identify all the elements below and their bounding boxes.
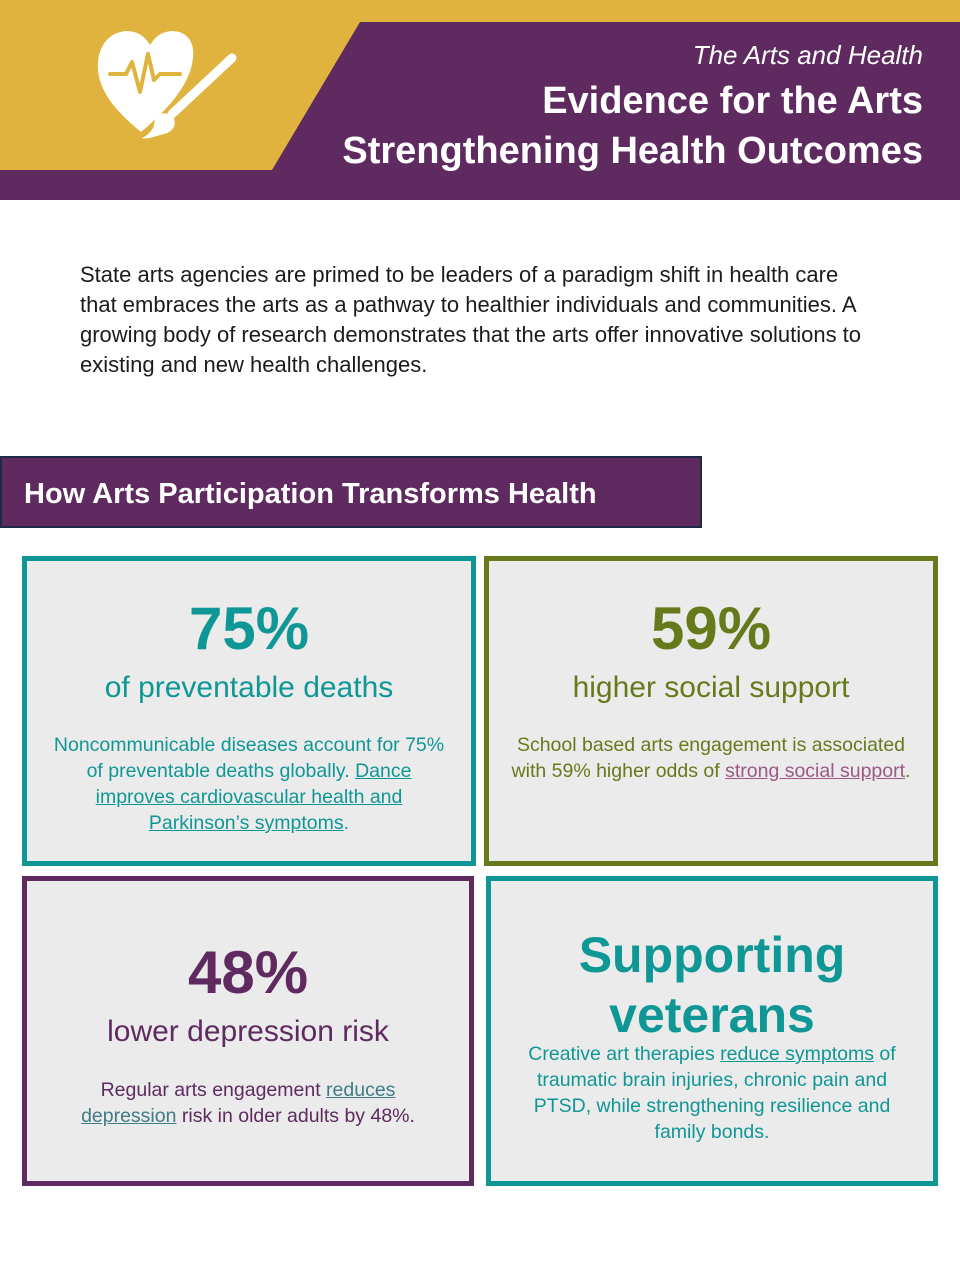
section-heading: How Arts Participation Transforms Health — [24, 478, 597, 510]
stat-card-veterans: Supporting veterans Creative art therapi… — [486, 876, 938, 1186]
stat-value: 75% — [188, 595, 310, 662]
header-bottom-band — [0, 170, 960, 200]
stat-card-preventable-deaths: 75% of preventable deaths Noncommunicabl… — [22, 556, 476, 866]
section-heading-bar: How Arts Participation Transforms Health — [0, 456, 702, 528]
header-kicker: The Arts and Health — [692, 40, 923, 70]
intro-paragraph: State arts agencies are primed to be lea… — [80, 262, 862, 377]
stat-value: 48% — [187, 939, 309, 1006]
stat-subtitle: higher social support — [572, 671, 850, 704]
depression-research-link[interactable]: reduces depression — [81, 1079, 396, 1127]
description-text-end: risk in older adults by 48%. — [176, 1105, 415, 1127]
page-title: Evidence for the Arts Strengthening Heal… — [342, 80, 923, 172]
stat-subtitle: lower depression risk — [107, 1015, 389, 1048]
dance-research-link[interactable]: Dance improves cardiovascular health and… — [95, 760, 412, 834]
stat-description: Creative art therapies reduce symptoms o… — [507, 1041, 917, 1145]
stat-value: 59% — [650, 595, 772, 662]
stat-description: School based arts engagement is associat… — [511, 732, 911, 784]
veterans-research-link[interactable]: reduce symptoms — [720, 1043, 875, 1065]
description-text: Noncommunicable diseases account for 75%… — [53, 734, 445, 782]
header-top-band — [0, 0, 960, 22]
stat-card-depression-risk: 48% lower depression risk Regular arts e… — [22, 876, 474, 1186]
stat-headline: Supporting veterans — [578, 927, 846, 1043]
description-text-end: . — [343, 812, 350, 834]
social-support-link[interactable]: strong social support — [725, 760, 906, 782]
header-purple-panel — [272, 22, 960, 170]
description-text: Creative art therapies — [528, 1043, 721, 1065]
stat-card-social-support: 59% higher social support School based a… — [484, 556, 938, 866]
description-text: School based arts engagement is associat… — [511, 734, 906, 782]
stat-description: Regular arts engagement reduces depressi… — [61, 1077, 435, 1129]
description-text: Regular arts engagement — [100, 1079, 327, 1101]
description-text-end: of traumatic brain injuries, chronic pai… — [533, 1043, 896, 1143]
description-text-end: . — [905, 760, 911, 782]
stat-description: Noncommunicable diseases account for 75%… — [49, 732, 449, 836]
heart-paintbrush-icon — [97, 31, 239, 139]
stat-subtitle: of preventable deaths — [104, 671, 394, 704]
